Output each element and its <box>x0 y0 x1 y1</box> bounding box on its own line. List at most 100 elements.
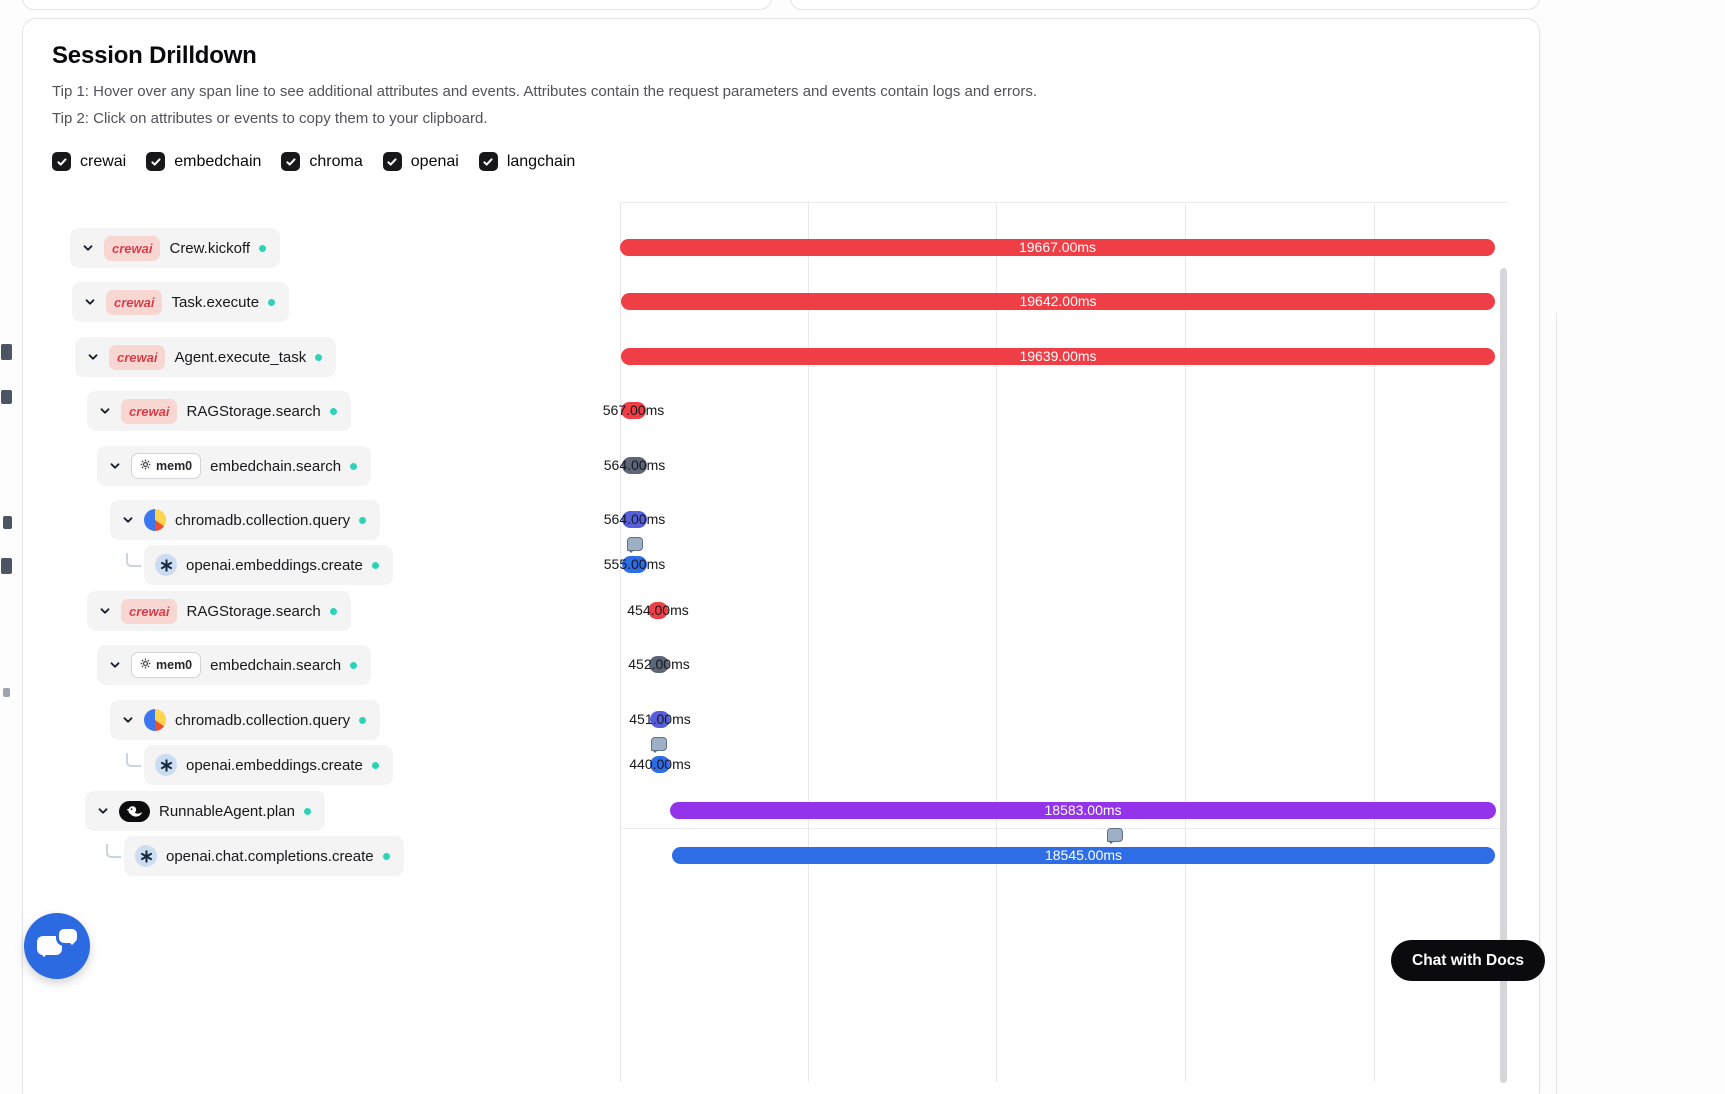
chevron-down-icon[interactable] <box>121 713 135 727</box>
filter-openai[interactable]: openai <box>382 152 459 171</box>
status-dot <box>382 852 390 860</box>
chroma-logo-icon <box>144 509 166 531</box>
checkbox-icon[interactable] <box>146 152 166 171</box>
filter-label: crewai <box>80 152 127 170</box>
event-bubble-icon[interactable] <box>651 737 667 753</box>
span-row-label[interactable]: mem0 embedchain.search <box>97 645 372 685</box>
span-duration-bar[interactable] <box>650 756 670 773</box>
span-row-label[interactable]: openai.chat.completions.create <box>124 836 404 876</box>
span-name: RAGStorage.search <box>186 402 321 420</box>
span-row-label[interactable]: mem0 embedchain.search <box>97 446 372 486</box>
span-row-label[interactable]: crewai RAGStorage.search <box>87 391 351 431</box>
status-dot <box>359 516 367 524</box>
span-row-label[interactable]: RunnableAgent.plan <box>85 791 325 831</box>
span-duration-bar[interactable] <box>620 239 1495 256</box>
span-name: openai.chat.completions.create <box>166 847 374 865</box>
chart-mid-rule <box>620 828 1508 829</box>
left-edge-icon <box>1 344 12 360</box>
duration-label: 451.00ms <box>629 711 691 727</box>
duration-label: 555.00ms <box>603 556 666 572</box>
span-duration-bar[interactable] <box>672 847 1495 864</box>
chevron-down-icon[interactable] <box>83 295 97 309</box>
crewai-logo-badge: crewai <box>104 235 161 261</box>
span-duration-bar[interactable] <box>621 293 1495 310</box>
crewai-logo-badge: crewai <box>121 398 178 424</box>
span-name: Crew.kickoff <box>169 239 251 257</box>
span-name: RAGStorage.search <box>186 602 321 620</box>
tip-2: Tip 2: Click on attributes or events to … <box>52 110 488 127</box>
page-title: Session Drilldown <box>52 42 257 69</box>
chat-with-docs-button[interactable]: Chat with Docs <box>1391 940 1545 981</box>
chevron-down-icon[interactable] <box>108 459 122 473</box>
span-row-label[interactable]: chromadb.collection.query <box>110 500 381 540</box>
chevron-down-icon[interactable] <box>121 513 135 527</box>
status-dot <box>350 661 358 669</box>
framework-filters: crewai embedchain chroma openai langchain <box>52 152 575 171</box>
checkbox-icon[interactable] <box>478 152 498 171</box>
span-row-label[interactable]: crewai Crew.kickoff <box>70 228 281 268</box>
span-name: chromadb.collection.query <box>175 511 351 529</box>
event-bubble-icon[interactable] <box>627 537 643 553</box>
span-duration-bar[interactable] <box>622 556 647 573</box>
filter-langchain[interactable]: langchain <box>478 152 575 171</box>
mem0-logo-badge: mem0 <box>131 453 202 479</box>
span-row-label[interactable]: crewai RAGStorage.search <box>87 591 351 631</box>
gear-icon <box>140 459 151 473</box>
span-row-label[interactable]: chromadb.collection.query <box>110 700 381 740</box>
chevron-down-icon[interactable] <box>96 804 110 818</box>
filter-embedchain[interactable]: embedchain <box>146 152 261 171</box>
span-duration-bar[interactable] <box>622 511 647 528</box>
crewai-logo-badge: crewai <box>121 598 178 624</box>
chart-top-rule <box>620 202 1508 203</box>
span-duration-bar[interactable] <box>650 711 670 728</box>
chevron-down-icon[interactable] <box>98 604 112 618</box>
filter-label: openai <box>410 152 459 170</box>
duration-label: 440.00ms <box>629 756 691 772</box>
status-dot <box>371 561 379 569</box>
page-scrollbar[interactable] <box>1556 313 1557 1094</box>
span-row-label[interactable]: crewai Task.execute <box>72 282 290 322</box>
status-dot <box>268 298 276 306</box>
duration-label: 19639.00ms <box>1019 348 1097 364</box>
span-name: embedchain.search <box>210 656 342 674</box>
chevron-down-icon[interactable] <box>81 241 95 255</box>
chat-widget-launcher[interactable] <box>24 913 90 979</box>
span-row-label[interactable]: crewai Agent.execute_task <box>75 337 337 377</box>
span-duration-bar[interactable] <box>670 802 1496 819</box>
filter-crewai[interactable]: crewai <box>52 152 126 171</box>
chevron-down-icon[interactable] <box>86 350 100 364</box>
langchain-parrot-icon <box>119 800 150 822</box>
span-duration-bar[interactable] <box>622 457 647 474</box>
event-bubble-icon[interactable] <box>1107 828 1123 844</box>
span-duration-bar[interactable] <box>649 656 669 673</box>
checkbox-icon[interactable] <box>52 152 71 171</box>
checkbox-icon[interactable] <box>382 152 402 171</box>
status-dot <box>259 244 267 252</box>
span-name: Agent.execute_task <box>174 348 307 366</box>
chat-bubble-icon <box>37 936 62 957</box>
span-duration-bar[interactable] <box>621 348 1495 365</box>
span-row-label[interactable]: openai.embeddings.create <box>144 545 393 585</box>
gridline <box>996 202 997 1082</box>
span-duration-bar[interactable] <box>621 402 646 419</box>
span-name: openai.embeddings.create <box>186 756 363 774</box>
elbow-connector-icon <box>126 553 141 567</box>
filter-chroma[interactable]: chroma <box>281 152 363 171</box>
chevron-down-icon[interactable] <box>108 658 122 672</box>
checkbox-icon[interactable] <box>281 152 301 171</box>
span-name: Task.execute <box>171 293 260 311</box>
duration-label: 19642.00ms <box>1019 293 1097 309</box>
waterfall-scrollbar[interactable] <box>1500 268 1507 1083</box>
openai-logo-icon <box>135 845 157 867</box>
chevron-down-icon[interactable] <box>98 404 112 418</box>
duration-label: 454.00ms <box>627 602 689 618</box>
left-edge-icon <box>3 688 10 697</box>
openai-logo-icon <box>155 754 177 776</box>
span-row-label[interactable]: openai.embeddings.create <box>144 745 393 785</box>
span-duration-bar[interactable] <box>648 602 668 619</box>
elbow-connector-icon <box>126 753 141 767</box>
filter-label: embedchain <box>174 152 262 170</box>
span-name: embedchain.search <box>210 457 342 475</box>
crewai-logo-badge: crewai <box>106 289 163 315</box>
